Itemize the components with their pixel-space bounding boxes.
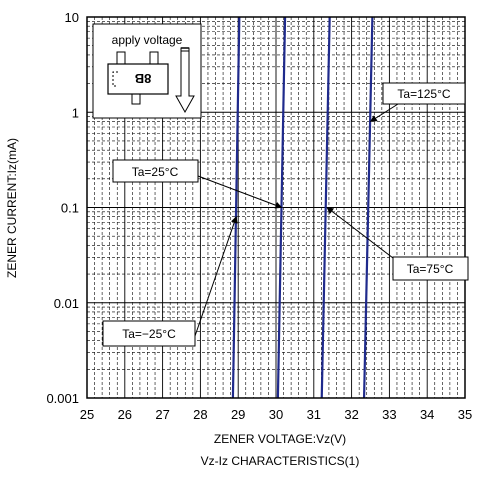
plot-frame [86, 16, 466, 399]
y-tick-labels: 0.001 0.01 0.1 1 10 [46, 10, 79, 406]
x-tick-label: 27 [155, 407, 169, 422]
x-axis-title: ZENER VOLTAGE:Vz(V) [214, 432, 346, 446]
annotation-box-ta-minus25 [102, 320, 196, 347]
x-tick-labels: 25 26 27 28 29 30 31 32 33 34 35 [80, 407, 472, 422]
inset-label: apply voltage [112, 33, 183, 47]
annotation-arrow-ta-25 [197, 175, 283, 209]
annotation-arrow-ta-75 [326, 207, 394, 259]
series-line-0 [231, 17, 241, 398]
annotation-text-ta-25: Ta=25°C [132, 165, 179, 179]
series-line-2 [320, 17, 331, 398]
y-axis-title: ZENER CURRENT:Iz(mA) [5, 138, 19, 278]
x-tick-label: 25 [80, 407, 94, 422]
x-tick-label: 28 [193, 407, 207, 422]
y-tick-label: 10 [65, 10, 79, 25]
x-tick-label: 26 [118, 407, 132, 422]
voltage-arrow-icon [175, 47, 195, 114]
annotation-ta-75: Ta=75°C [326, 207, 469, 281]
annotation-text-ta-125: Ta=125°C [397, 87, 451, 101]
annotation-box-ta-25 [112, 159, 199, 183]
annotation-ta-minus25: Ta=−25°C [102, 216, 238, 347]
y-tick-label: 0.001 [46, 391, 79, 406]
annotation-text-ta-minus25: Ta=−25°C [122, 327, 176, 341]
x-tick-label: 29 [231, 407, 245, 422]
y-tick-label: 0.1 [61, 201, 79, 216]
x-tick-label: 30 [269, 407, 283, 422]
x-tick-label: 35 [458, 407, 472, 422]
annotation-ta-125: Ta=125°C [369, 82, 466, 122]
package-marking: 8B [135, 71, 152, 86]
x-tick-label: 31 [307, 407, 321, 422]
annotation-ta-25: Ta=25°C [112, 159, 283, 209]
annotation-text-ta-75: Ta=75°C [407, 262, 454, 276]
apply-voltage-inset: apply voltage 8B [92, 23, 202, 119]
x-tick-label: 33 [382, 407, 396, 422]
annotation-box-ta-125 [382, 82, 466, 105]
annotation-arrow-ta-125 [369, 103, 399, 122]
chart-caption: Vz-Iz CHARACTERISTICS(1) [201, 454, 360, 468]
x-tick-label: 32 [344, 407, 358, 422]
series-line-3 [362, 17, 374, 398]
package-icon: 8B [107, 51, 169, 105]
x-tick-label: 34 [420, 407, 434, 422]
annotation-box-ta-75 [392, 256, 469, 281]
annotation-arrow-ta-minus25 [194, 216, 238, 337]
y-tick-label: 1 [72, 105, 79, 120]
y-tick-label: 0.01 [54, 296, 79, 311]
